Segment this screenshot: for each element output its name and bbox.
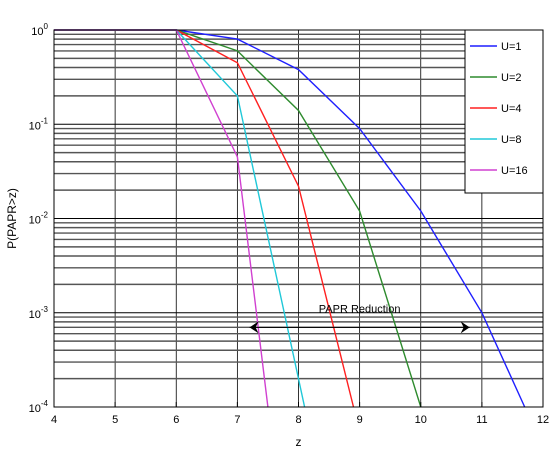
x-tick-label: 5: [112, 414, 118, 426]
x-tick-label: 8: [295, 414, 301, 426]
y-tick-label: 10-1: [29, 116, 49, 132]
x-tick-label: 6: [173, 414, 179, 426]
x-tick-label: 7: [234, 414, 240, 426]
series-line-u1: [54, 29, 526, 408]
y-tick-label: 10-2: [29, 211, 49, 227]
annotation-text: PAPR Reduction: [319, 303, 401, 315]
y-tick-label: 10-3: [29, 305, 49, 321]
x-tick-label: 10: [415, 414, 427, 426]
arrow-head-left: [249, 321, 259, 334]
x-tick-label: 9: [357, 414, 363, 426]
legend-label: U=16: [501, 165, 528, 177]
annotation: PAPR Reduction: [249, 303, 470, 334]
legend-label: U=1: [501, 41, 522, 53]
arrow-head-right: [460, 321, 470, 334]
x-tick-label: 11: [476, 414, 487, 426]
y-tick-label: 10-4: [29, 399, 49, 415]
x-tick-label: 4: [51, 414, 57, 426]
legend-label: U=8: [501, 134, 522, 146]
y-tick-label: 100: [31, 22, 48, 38]
legend: U=1 U=2 U=4 U=8 U=16: [464, 29, 544, 194]
legend-label: U=2: [501, 72, 522, 84]
legend-box: [464, 29, 544, 194]
y-axis-label: P(PAPR>z): [5, 188, 19, 249]
x-tick-label: 12: [537, 414, 549, 426]
legend-label: U=4: [501, 103, 522, 115]
axis-ticks: 4 5 6 7 8 9 10 11 12 100 10-1 10-2 10-3 10-4: [29, 22, 550, 426]
x-axis-label: z: [296, 435, 302, 449]
